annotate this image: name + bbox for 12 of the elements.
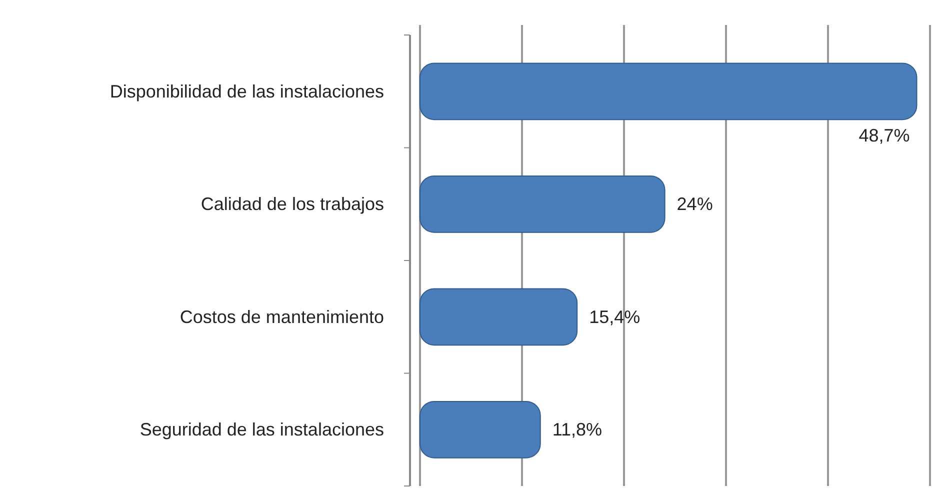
bar [420, 62, 918, 120]
data-label: 48,7% [858, 126, 910, 146]
bar [420, 175, 666, 233]
y-tick-label: Seguridad de las instalaciones [140, 420, 384, 440]
data-label: 11,8% [552, 420, 602, 440]
y-tick-label: Costos de mantenimiento [180, 306, 384, 327]
y-tick-label: Calidad de los trabajos [200, 194, 384, 214]
bar [420, 400, 541, 458]
data-label: 24% [676, 194, 713, 214]
data-label: 15,4% [589, 306, 640, 327]
bar [420, 288, 578, 346]
y-tick-label: Disponibilidad de las instalaciones [110, 81, 384, 102]
